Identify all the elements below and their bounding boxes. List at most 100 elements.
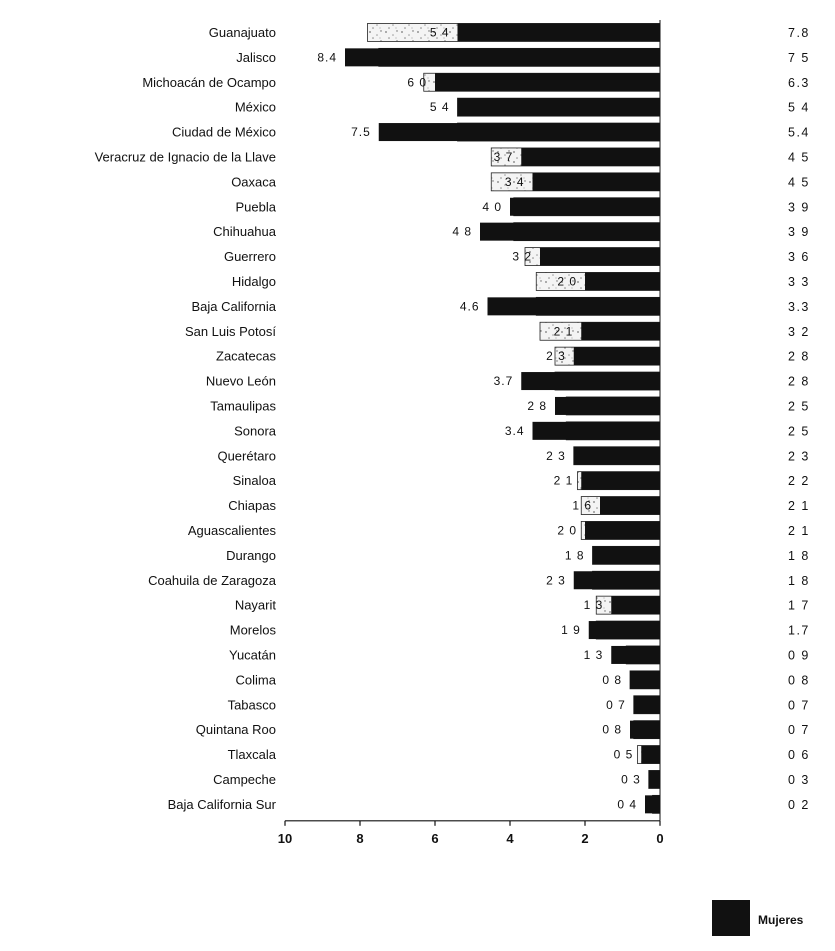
category-label: Puebla: [236, 199, 277, 214]
category-label: Sinaloa: [233, 473, 277, 488]
bar-mujeres: [510, 197, 660, 216]
data-label-right: 2 2: [788, 474, 810, 488]
category-label: Tamaulipas: [210, 398, 276, 413]
data-label-right: 5.4: [788, 126, 810, 140]
data-label-mujeres: 3.4: [505, 424, 525, 438]
bar-mujeres: [555, 396, 660, 415]
data-label-mujeres: 0 5: [614, 748, 634, 762]
bar-mujeres: [581, 471, 660, 490]
bar-mujeres: [378, 123, 660, 142]
bar-mujeres: [611, 645, 660, 664]
category-label: Veracruz de Ignacio de la Llave: [95, 149, 276, 164]
bar-mujeres: [611, 596, 660, 615]
data-label-right: 3 6: [788, 250, 810, 264]
data-label-right: 5 4: [788, 101, 810, 115]
category-label: Durango: [226, 548, 276, 563]
x-tick-label: 2: [581, 831, 588, 846]
category-label: Guanajuato: [209, 25, 276, 40]
bar-mujeres: [630, 720, 660, 739]
bar-mujeres: [521, 147, 660, 166]
data-label-mujeres: 4 8: [452, 225, 472, 239]
data-label-right: 0 3: [788, 773, 810, 787]
data-label-right: 2 5: [788, 399, 810, 413]
data-label-right: 1 7: [788, 599, 810, 613]
bar-mujeres: [457, 23, 660, 42]
x-tick-label: 8: [356, 831, 363, 846]
bar-mujeres: [641, 745, 660, 764]
data-label-right: 1 8: [788, 574, 810, 588]
bar-mujeres: [592, 546, 660, 565]
data-label-mujeres: 1 3: [584, 598, 604, 612]
category-label: Zacatecas: [216, 349, 276, 364]
plot-area: Guanajuato 5 4 7.8 Jalisco 8.4 7 5 Michoacán d…: [95, 23, 810, 814]
category-label: Aguascalientes: [188, 523, 277, 538]
x-tick-label: 6: [431, 831, 438, 846]
data-label-right: 7 5: [788, 51, 810, 65]
data-label-right: 3.3: [788, 300, 810, 314]
data-label-mujeres: 0 4: [617, 797, 637, 811]
category-label: Baja California: [191, 299, 276, 314]
data-label-mujeres: 2 0: [557, 274, 577, 288]
category-label: Guerrero: [224, 249, 276, 264]
data-label-mujeres: 7.5: [351, 125, 371, 139]
bar-mujeres: [645, 795, 660, 814]
category-label: Colima: [236, 672, 277, 687]
x-tick-label: 4: [506, 831, 514, 846]
data-label-right: 2 1: [788, 524, 810, 538]
category-label: Tabasco: [228, 697, 276, 712]
category-label: Yucatán: [229, 647, 276, 662]
data-label-mujeres: 2 3: [546, 349, 566, 363]
data-label-mujeres: 1 8: [565, 548, 585, 562]
data-label-right: 0 6: [788, 748, 810, 762]
data-label-right: 3 9: [788, 225, 810, 239]
category-label: Querétaro: [217, 448, 276, 463]
data-label-right: 6.3: [788, 76, 810, 90]
category-label: Baja California Sur: [168, 797, 277, 812]
category-label: Chihuahua: [213, 224, 277, 239]
data-label-right: 4 5: [788, 150, 810, 164]
data-label-right: 4 5: [788, 175, 810, 189]
category-label: Jalisco: [236, 50, 276, 65]
data-label-mujeres: 0 8: [602, 673, 622, 687]
data-label-right: 3 3: [788, 275, 810, 289]
bar-mujeres: [480, 222, 660, 241]
data-label-mujeres: 6 0: [407, 75, 427, 89]
data-label-mujeres: 2 3: [546, 573, 566, 587]
bar-mujeres: [600, 496, 660, 515]
legend-label-mujeres: Mujeres: [758, 913, 804, 927]
data-label-mujeres: 4 0: [482, 200, 502, 214]
data-label-right: 0 2: [788, 798, 810, 812]
data-label-right: 0 9: [788, 648, 810, 662]
bar-mujeres: [581, 322, 660, 341]
data-label-mujeres: 8.4: [317, 50, 337, 64]
data-label-mujeres: 4.6: [460, 299, 480, 313]
bar-mujeres: [435, 73, 660, 92]
data-label-mujeres: 3 7: [494, 150, 514, 164]
bar-mujeres: [540, 247, 660, 266]
category-label: Tlaxcala: [228, 747, 277, 762]
bar-mujeres: [487, 297, 660, 316]
bar-mujeres: [345, 48, 660, 67]
data-label-right: 2 3: [788, 449, 810, 463]
data-label-mujeres: 0 8: [602, 723, 622, 737]
data-label-mujeres: 0 7: [606, 698, 626, 712]
bar-mujeres: [521, 372, 660, 391]
data-label-mujeres: 2 0: [557, 523, 577, 537]
bar-mujeres: [648, 770, 660, 789]
data-label-mujeres: 5 4: [430, 25, 450, 39]
data-label-mujeres: 3.7: [494, 374, 514, 388]
category-label: Michoacán de Ocampo: [142, 75, 276, 90]
data-label-mujeres: 2 3: [546, 449, 566, 463]
bar-mujeres: [573, 446, 660, 465]
x-tick-label: 10: [278, 831, 292, 846]
data-label-right: 1.7: [788, 624, 810, 638]
data-label-right: 3 2: [788, 325, 810, 339]
data-label-right: 2 8: [788, 375, 810, 389]
data-label-mujeres: 1 3: [584, 648, 604, 662]
data-label-mujeres: 3 2: [512, 250, 532, 264]
data-label-right: 0 7: [788, 723, 810, 737]
bar-mujeres: [630, 670, 660, 689]
bar-mujeres: [457, 98, 660, 117]
data-label-right: 2 5: [788, 424, 810, 438]
